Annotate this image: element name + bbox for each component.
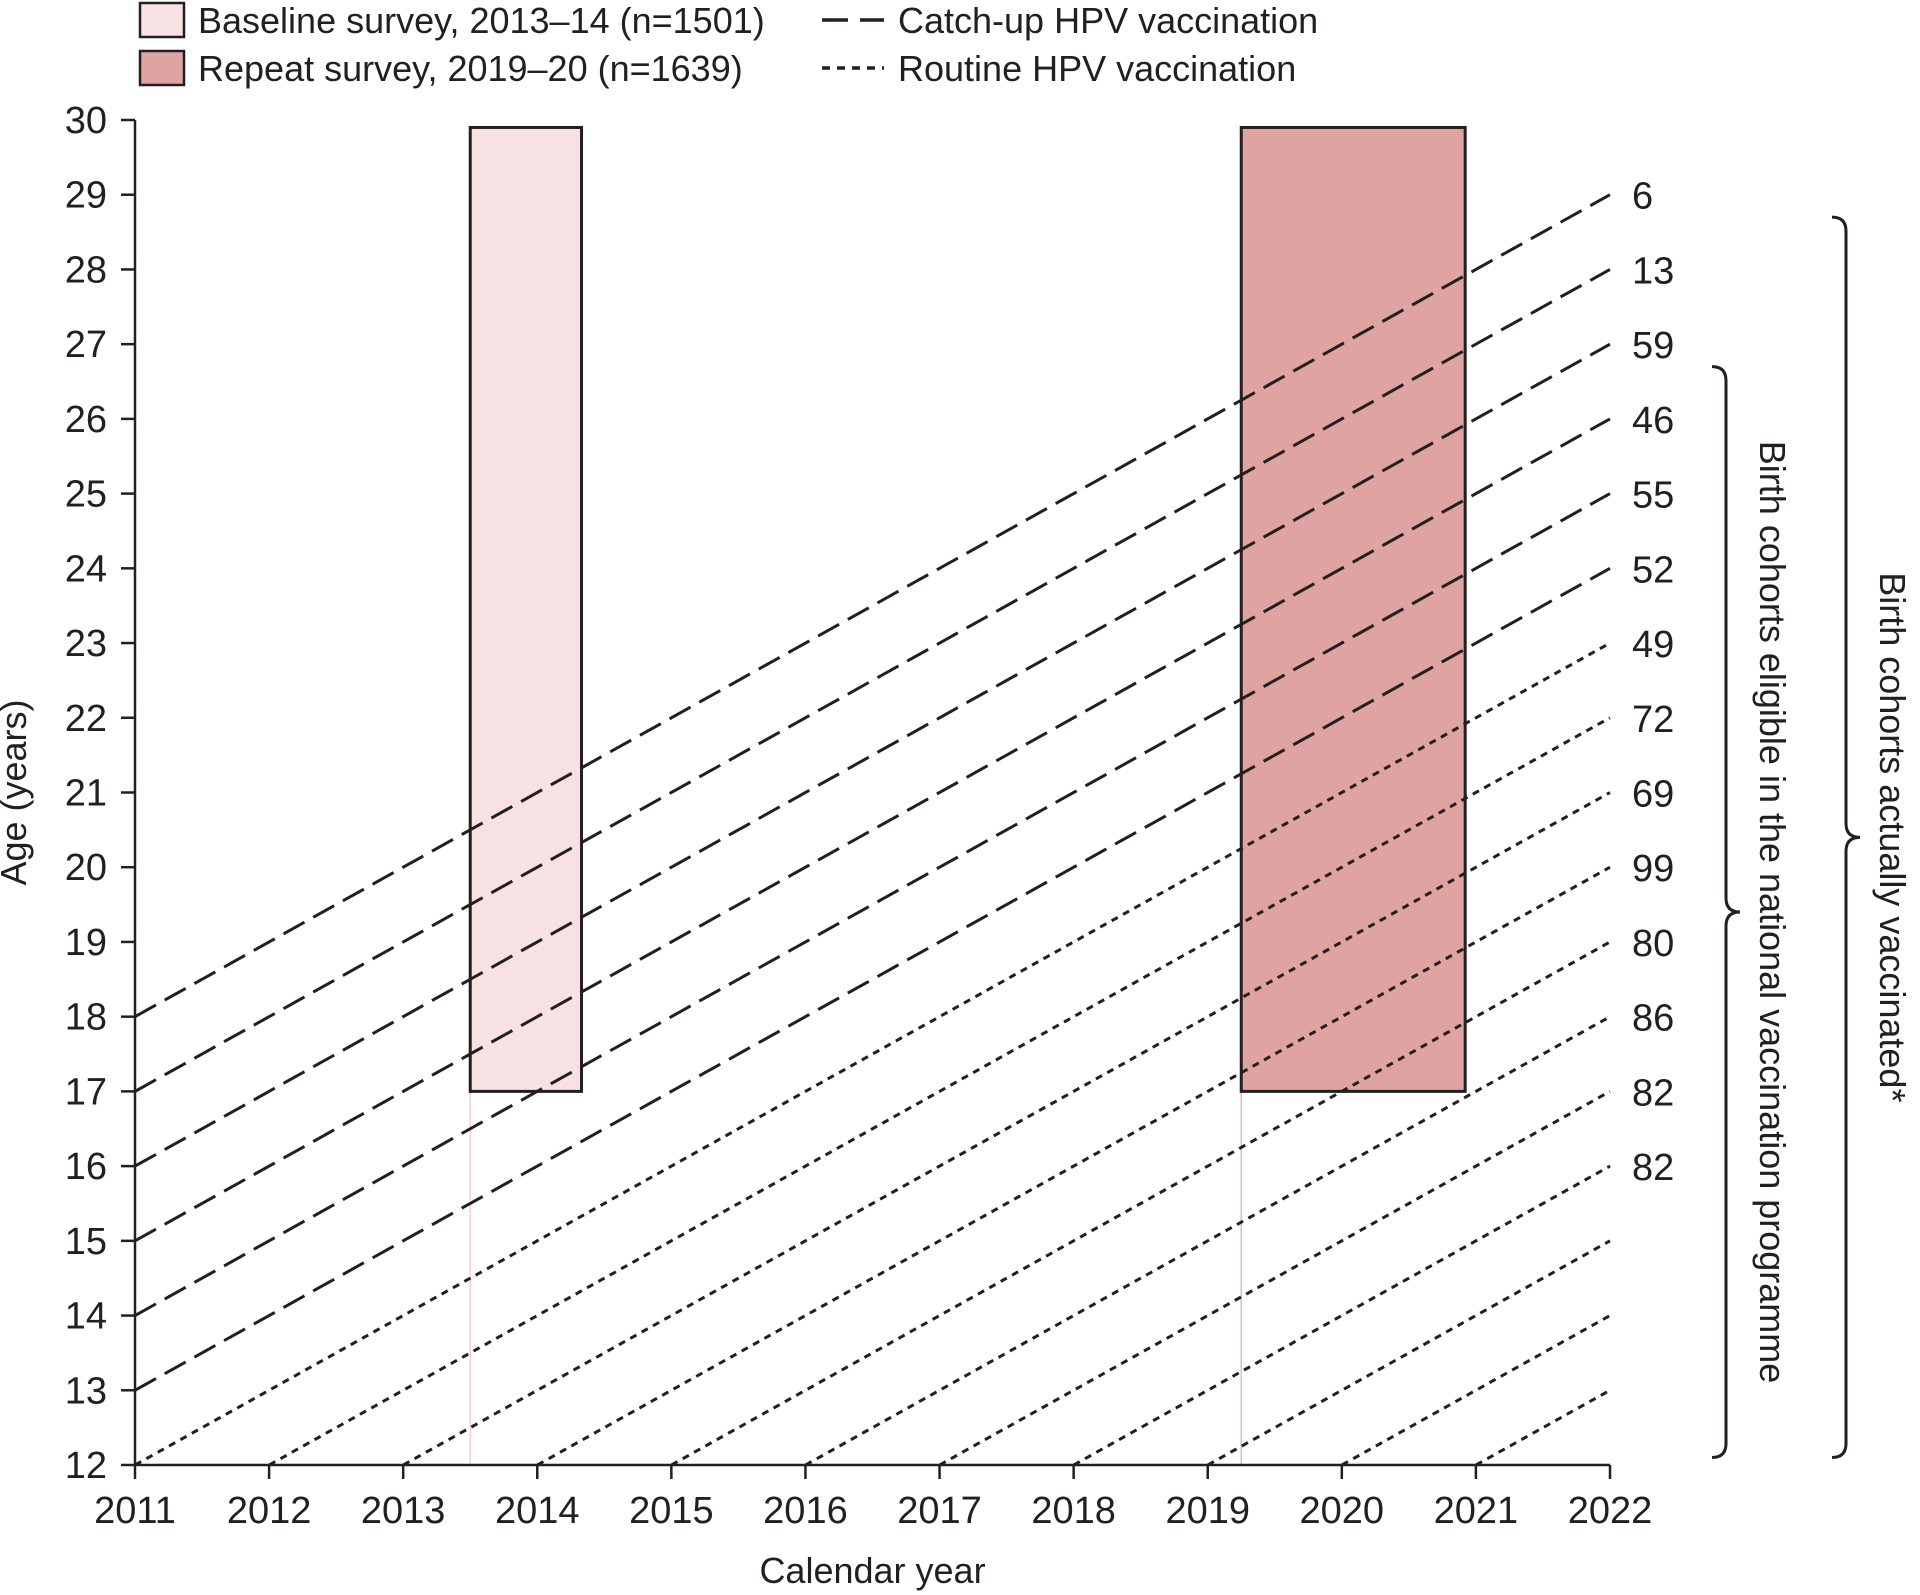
survey-box-1 xyxy=(1239,125,1467,1093)
x-tick-label-1: 2012 xyxy=(227,1490,312,1532)
brace-1 xyxy=(1831,215,1861,1460)
y-tick-label-4: 16 xyxy=(65,1146,107,1188)
cohort-label-7: 72 xyxy=(1632,699,1674,741)
x-tick-label-6: 2017 xyxy=(897,1490,982,1532)
cohort-label-1: 13 xyxy=(1632,250,1674,292)
y-tick-label-8: 20 xyxy=(65,847,107,889)
cohort-label-2: 59 xyxy=(1632,325,1674,367)
cohort-label-10: 80 xyxy=(1632,923,1674,965)
x-tick-label-10: 2021 xyxy=(1434,1490,1519,1532)
cohort-label-11: 86 xyxy=(1632,998,1674,1040)
cohort-line-4 xyxy=(134,492,1611,1317)
cohort-line-12 xyxy=(938,1090,1611,1467)
x-tick-label-2: 2013 xyxy=(361,1490,446,1532)
cohort-label-6: 49 xyxy=(1632,624,1674,666)
y-tick-label-18: 30 xyxy=(65,100,107,142)
cohort-label-5: 52 xyxy=(1632,549,1674,591)
y-tick-label-13: 25 xyxy=(65,474,107,516)
cohort-label-9: 99 xyxy=(1632,848,1674,890)
y-tick-label-16: 28 xyxy=(65,249,107,291)
y-tick-label-12: 24 xyxy=(65,548,107,590)
x-tick-label-4: 2015 xyxy=(629,1490,714,1532)
cohort-line-11 xyxy=(804,1015,1611,1467)
cohort-label-13: 82 xyxy=(1632,1147,1674,1189)
brace-label-0: Birth cohorts eligible in the national v… xyxy=(1752,441,1793,1384)
x-tick-label-3: 2014 xyxy=(495,1490,580,1532)
cohort-line-7 xyxy=(268,716,1611,1467)
legend-label-3: Routine HPV vaccination xyxy=(898,48,1296,89)
cohort-label-3: 46 xyxy=(1632,400,1674,442)
x-tick-label-9: 2020 xyxy=(1300,1490,1385,1532)
cohort-label-12: 82 xyxy=(1632,1072,1674,1114)
cohort-line-2 xyxy=(134,342,1611,1168)
x-tick-label-8: 2019 xyxy=(1165,1490,1250,1532)
axes: 1213141516171819202122232425262728293020… xyxy=(0,100,1652,1591)
cohort-line-6 xyxy=(134,641,1611,1467)
survey-boxes xyxy=(468,125,1467,1465)
legend-label-0: Baseline survey, 2013–14 (n=1501) xyxy=(198,0,765,41)
legend-label-2: Catch-up HPV vaccination xyxy=(898,0,1318,41)
y-tick-label-14: 26 xyxy=(65,399,107,441)
y-tick-label-2: 14 xyxy=(65,1296,107,1338)
braces: Birth cohorts eligible in the national v… xyxy=(1711,215,1913,1460)
y-tick-label-6: 18 xyxy=(65,997,107,1039)
cohort-line-5 xyxy=(134,567,1611,1392)
survey-box-0 xyxy=(468,125,584,1093)
x-tick-label-11: 2022 xyxy=(1568,1490,1653,1532)
cohort-line-3 xyxy=(134,417,1611,1243)
y-tick-label-5: 17 xyxy=(65,1071,107,1113)
cohort-label-8: 69 xyxy=(1632,774,1674,816)
cohort-line-1 xyxy=(134,268,1611,1093)
cohort-line-16 xyxy=(1475,1388,1611,1467)
brace-0 xyxy=(1711,365,1741,1460)
cohort-label-0: 6 xyxy=(1632,176,1653,218)
x-tick-label-7: 2018 xyxy=(1031,1490,1116,1532)
y-axis-title: Age (years) xyxy=(0,699,34,885)
legend: Baseline survey, 2013–14 (n=1501) Repeat … xyxy=(138,0,1318,89)
legend-label-1: Repeat survey, 2019–20 (n=1639) xyxy=(198,48,743,89)
y-tick-label-17: 29 xyxy=(65,175,107,217)
y-tick-label-1: 13 xyxy=(65,1370,107,1412)
legend-swatch-0 xyxy=(138,1,186,39)
cohort-line-13 xyxy=(1072,1164,1611,1467)
y-tick-label-0: 12 xyxy=(65,1445,107,1487)
x-tick-label-5: 2016 xyxy=(763,1490,848,1532)
y-tick-label-3: 15 xyxy=(65,1221,107,1263)
brace-label-1: Birth cohorts actually vaccinated* xyxy=(1872,572,1913,1102)
cohort-label-4: 55 xyxy=(1632,475,1674,517)
y-tick-label-9: 21 xyxy=(65,773,107,815)
y-tick-label-11: 23 xyxy=(65,623,107,665)
cohort-labels: 6 13 59 46 55 52 49 72 69 99 80 86 82 82 xyxy=(1632,176,1674,1189)
y-tick-label-7: 19 xyxy=(65,922,107,964)
cohort-line-9 xyxy=(536,865,1611,1467)
cohort-line-15 xyxy=(1341,1314,1611,1467)
cohort-line-10 xyxy=(670,940,1611,1467)
x-axis-title: Calendar year xyxy=(759,1550,985,1591)
cohort-line-8 xyxy=(402,791,1611,1467)
x-tick-label-0: 2011 xyxy=(94,1490,176,1532)
cohort-line-14 xyxy=(1206,1239,1611,1467)
cohort-lines xyxy=(134,193,1611,1467)
y-tick-label-10: 22 xyxy=(65,698,107,740)
legend-swatch-1 xyxy=(138,49,186,87)
y-tick-label-15: 27 xyxy=(65,324,107,366)
cohort-line-0 xyxy=(134,193,1611,1018)
